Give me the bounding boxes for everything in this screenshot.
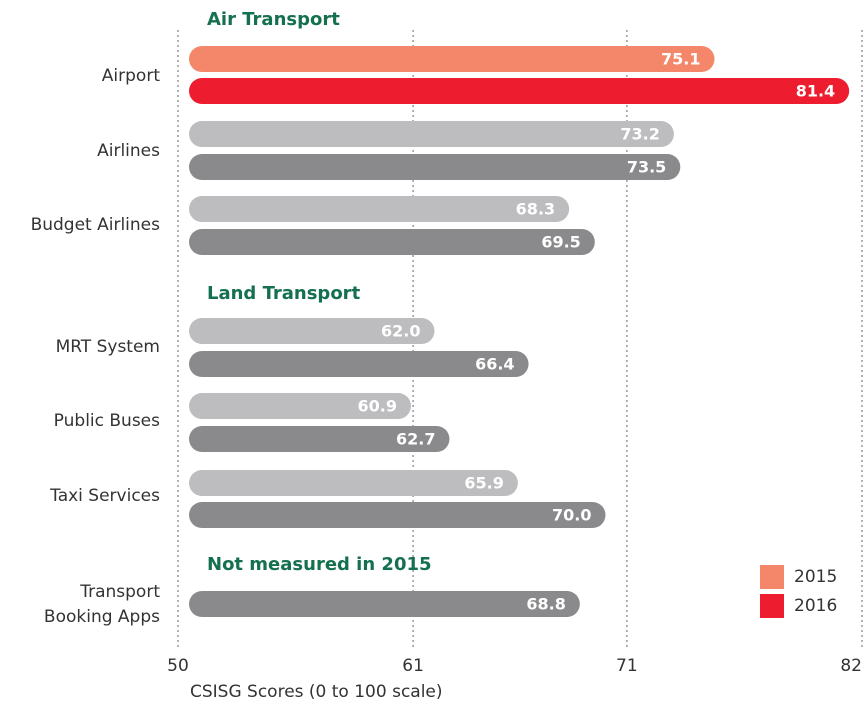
legend-swatch — [760, 565, 784, 589]
bar — [189, 591, 580, 617]
value-label: 66.4 — [475, 355, 514, 374]
y-tick-label: Transport — [79, 582, 160, 602]
bar — [189, 46, 715, 72]
group-label: Air Transport — [207, 9, 340, 30]
group-label: Land Transport — [207, 283, 361, 304]
value-label: 81.4 — [796, 82, 835, 101]
x-tick-label: 82 — [840, 656, 862, 676]
y-tick-label: Taxi Services — [49, 486, 160, 506]
y-tick-label: Booking Apps — [44, 607, 160, 627]
bar — [189, 426, 450, 452]
value-label: 75.1 — [661, 50, 700, 69]
value-label: 69.5 — [541, 233, 580, 252]
bar — [189, 78, 850, 104]
value-label: 62.0 — [381, 322, 420, 341]
x-tick-label: 50 — [167, 656, 189, 676]
bar — [189, 229, 595, 255]
x-tick-label: 61 — [402, 656, 424, 676]
value-label: 73.2 — [620, 125, 659, 144]
bar — [189, 502, 606, 528]
bar — [189, 154, 681, 180]
y-tick-label: Airlines — [97, 141, 160, 161]
value-label: 65.9 — [464, 474, 503, 493]
bar — [189, 393, 411, 419]
value-label: 73.5 — [627, 158, 666, 177]
bar — [189, 196, 570, 222]
value-label: 60.9 — [358, 397, 397, 416]
y-tick-label: Public Buses — [54, 411, 160, 431]
value-label: 68.3 — [516, 200, 555, 219]
value-label: 68.8 — [526, 595, 565, 614]
y-tick-label: Budget Airlines — [31, 215, 161, 235]
value-label: 70.0 — [552, 506, 591, 525]
bar — [189, 470, 518, 496]
x-axis-label: CSISG Scores (0 to 100 scale) — [190, 682, 443, 702]
legend-label: 2016 — [794, 596, 837, 616]
y-tick-label: Airport — [102, 66, 161, 86]
y-tick-label: MRT System — [56, 337, 160, 357]
bar — [189, 121, 674, 147]
value-label: 62.7 — [396, 430, 435, 449]
bar — [189, 318, 435, 344]
x-tick-label: 71 — [616, 656, 638, 676]
group-label: Not measured in 2015 — [207, 554, 432, 575]
bar — [189, 351, 529, 377]
legend-swatch — [760, 594, 784, 618]
legend-label: 2015 — [794, 567, 837, 587]
